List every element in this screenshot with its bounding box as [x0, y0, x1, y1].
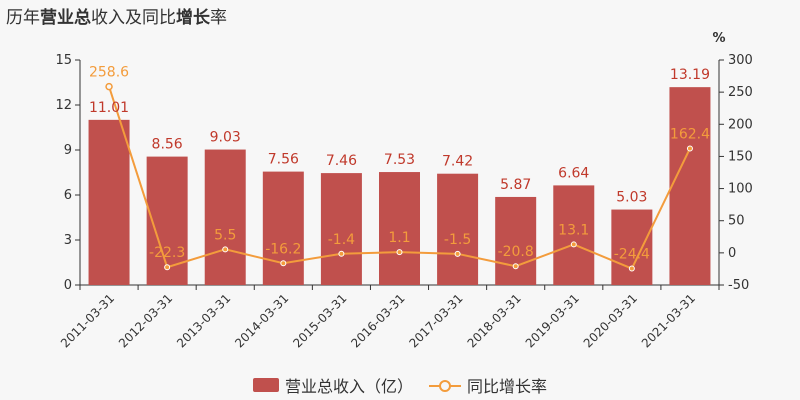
y-right-tick-label: 0 [728, 246, 736, 261]
y-right-unit: % [712, 31, 725, 46]
x-tick-label: 2014-03-31 [232, 291, 291, 350]
chart-title: 历年营业总收入及同比增长率 [6, 3, 227, 28]
growth-point [222, 246, 229, 253]
growth-data-label: -20.8 [498, 244, 534, 260]
legend-item-growth[interactable]: 同比增长率 [429, 373, 547, 397]
title-part4: 增长 [176, 8, 210, 28]
growth-point [164, 264, 171, 271]
title-part2: 营业总 [40, 8, 91, 28]
x-tick-label: 2017-03-31 [406, 291, 465, 350]
growth-data-label: 162.4 [670, 126, 710, 142]
y-right-tick-label: 300 [728, 53, 753, 68]
x-tick-label: 2015-03-31 [290, 291, 349, 350]
growth-data-label: -24.4 [614, 247, 650, 263]
y-left-tick-label: 3 [64, 233, 72, 248]
title-part3: 收入及同比 [91, 8, 176, 28]
legend-line-label: 同比增长率 [467, 377, 548, 396]
revenue-bar [669, 87, 711, 286]
growth-data-label: 1.1 [388, 230, 410, 246]
growth-point [454, 250, 461, 257]
revenue-data-label: 11.01 [89, 100, 129, 116]
growth-data-label: 258.6 [89, 65, 129, 81]
y-right-tick-label: 200 [728, 117, 753, 132]
growth-data-label: 13.1 [558, 222, 589, 238]
x-tick-label: 2021-03-31 [639, 291, 698, 350]
legend-line-swatch [429, 378, 461, 392]
bars [88, 87, 711, 286]
x-tick-label: 2011-03-31 [58, 291, 117, 350]
growth-point [686, 145, 693, 152]
legend: 营业总收入（亿） 同比增长率 [0, 373, 800, 397]
x-tick-label: 2020-03-31 [581, 291, 640, 350]
revenue-bar [204, 149, 246, 285]
revenue-bar [320, 173, 362, 285]
y-right-tick-label: 250 [728, 85, 753, 100]
growth-point [280, 260, 287, 267]
revenue-data-label: 7.53 [384, 152, 415, 168]
revenue-bar [262, 171, 304, 285]
revenue-bar [495, 196, 537, 285]
title-part1: 历年 [6, 8, 40, 28]
title-part5: 率 [210, 8, 227, 28]
y-right-tick-label: 150 [728, 149, 753, 164]
revenue-data-label: 6.64 [558, 165, 589, 181]
y-left-tick-label: 9 [64, 143, 72, 158]
x-tick-label: 2013-03-31 [174, 291, 233, 350]
growth-data-label: -1.5 [444, 232, 471, 248]
growth-point [105, 82, 113, 91]
y-right-tick-label: 50 [728, 214, 745, 229]
revenue-data-label: 7.42 [442, 154, 473, 170]
legend-bar-label: 营业总收入（亿） [284, 377, 413, 396]
growth-point [396, 249, 403, 256]
y-left-tick-label: 0 [64, 278, 72, 293]
revenue-data-label: 9.03 [210, 130, 241, 146]
revenue-bar [553, 185, 595, 285]
growth-data-label: -16.2 [265, 241, 301, 257]
y-right-tick-label: -50 [728, 278, 749, 293]
growth-data-label: 5.5 [214, 227, 236, 243]
revenue-bar [88, 119, 130, 285]
revenue-data-label: 13.19 [670, 67, 710, 83]
revenue-data-label: 5.87 [500, 177, 531, 193]
growth-data-label: -1.4 [328, 232, 355, 248]
growth-point [512, 263, 519, 270]
growth-point [628, 265, 635, 272]
y-left-tick-label: 6 [64, 188, 72, 203]
revenue-data-label: 7.46 [326, 153, 357, 169]
x-tick-label: 2019-03-31 [523, 291, 582, 350]
revenue-data-label: 8.56 [152, 137, 183, 153]
legend-bar-swatch [252, 378, 279, 392]
growth-data-label: -22.3 [149, 245, 185, 261]
revenue-bar [437, 173, 479, 285]
revenue-bar [611, 209, 653, 285]
x-tick-label: 2012-03-31 [116, 291, 175, 350]
x-tick-label: 2016-03-31 [348, 291, 407, 350]
y-left-tick-label: 15 [55, 53, 72, 68]
y-left-tick-label: 12 [55, 98, 72, 113]
revenue-data-label: 5.03 [616, 190, 647, 206]
legend-item-revenue[interactable]: 营业总收入（亿） [252, 373, 413, 397]
growth-line [105, 82, 693, 272]
revenue-data-label: 7.56 [268, 152, 299, 168]
growth-point [570, 241, 577, 248]
data-labels: 11.01 8.56 9.03 7.56 7.46 7.53 7.42 5.87 6.64 5.0… [89, 65, 710, 263]
y-right-tick-label: 100 [728, 182, 753, 197]
revenue-bar [379, 172, 420, 285]
x-tick-label: 2018-03-31 [465, 291, 524, 350]
growth-point [338, 250, 345, 257]
